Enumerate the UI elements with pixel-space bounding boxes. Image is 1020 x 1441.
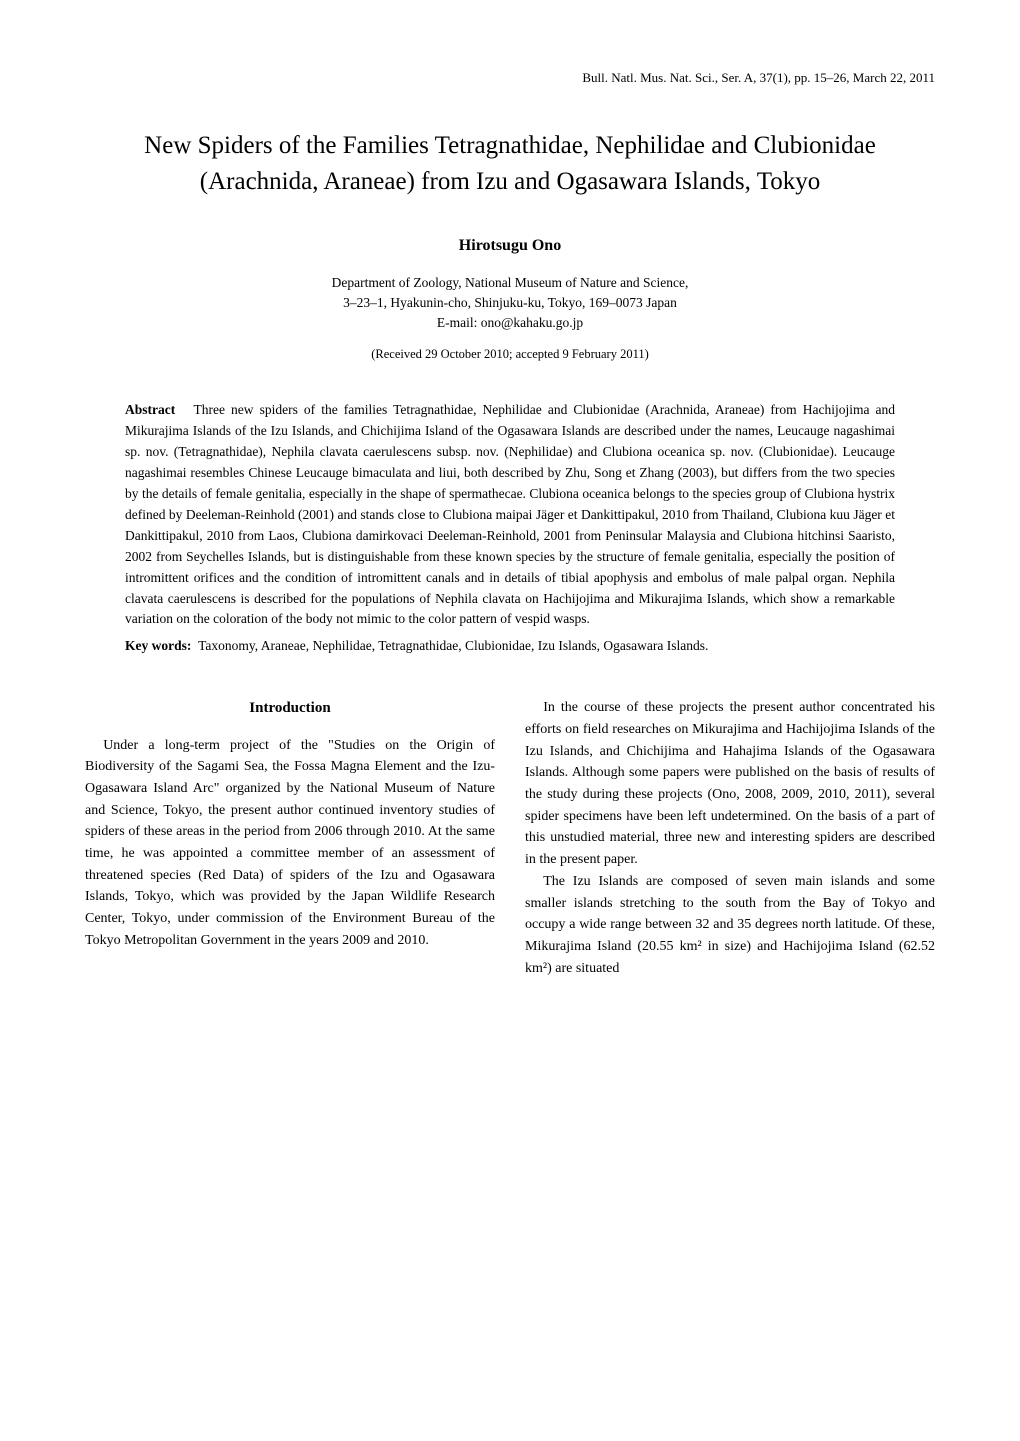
affiliation: Department of Zoology, National Museum o… bbox=[85, 273, 935, 334]
body-paragraph: The Izu Islands are composed of seven ma… bbox=[525, 871, 935, 979]
section-heading-introduction: Introduction bbox=[249, 700, 330, 716]
affiliation-line: 3–23–1, Hyakunin-cho, Shinjuku-ku, Tokyo… bbox=[85, 293, 935, 313]
affiliation-line: E-mail: ono@kahaku.go.jp bbox=[85, 313, 935, 333]
received-accepted-dates: (Received 29 October 2010; accepted 9 Fe… bbox=[85, 347, 935, 362]
keywords-label: Key words: bbox=[125, 638, 191, 653]
body-columns: Introduction Under a long-term project o… bbox=[85, 697, 935, 979]
abstract-label: Abstract bbox=[125, 402, 175, 417]
running-head: Bull. Natl. Mus. Nat. Sci., Ser. A, 37(1… bbox=[85, 70, 935, 86]
abstract-text: Three new spiders of the families Tetrag… bbox=[125, 402, 895, 626]
body-paragraph: Under a long-term project of the "Studie… bbox=[85, 735, 495, 952]
body-paragraph: In the course of these projects the pres… bbox=[525, 697, 935, 871]
keywords-text: Taxonomy, Araneae, Nephilidae, Tetragnat… bbox=[198, 638, 708, 653]
abstract: Abstract Three new spiders of the famili… bbox=[125, 400, 895, 630]
author-name: Hirotsugu Ono bbox=[85, 237, 935, 255]
article-title: New Spiders of the Families Tetragnathid… bbox=[85, 128, 935, 201]
affiliation-line: Department of Zoology, National Museum o… bbox=[85, 273, 935, 293]
keywords: Key words: Taxonomy, Araneae, Nephilidae… bbox=[125, 636, 895, 657]
